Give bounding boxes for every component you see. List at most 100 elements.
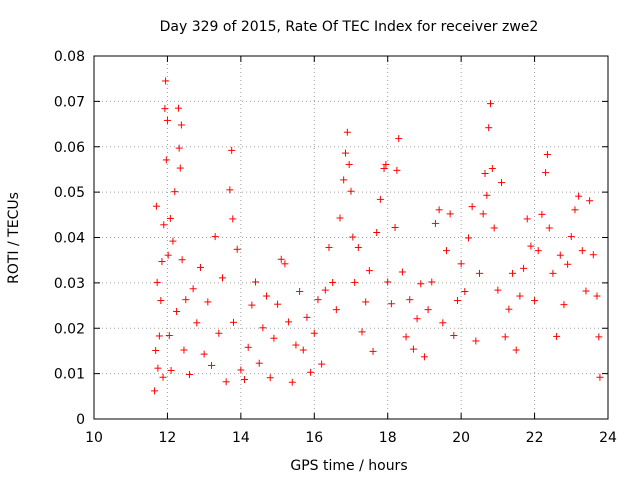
data-point bbox=[354, 243, 362, 251]
data-point bbox=[586, 197, 594, 205]
data-point bbox=[152, 346, 160, 354]
x-tick-label: 10 bbox=[85, 430, 103, 446]
x-tick-label: 14 bbox=[232, 430, 250, 446]
data-point bbox=[380, 165, 388, 173]
data-point bbox=[347, 187, 355, 195]
data-point bbox=[483, 191, 491, 199]
data-point bbox=[369, 347, 377, 355]
y-axis-label: ROTI / TECUs bbox=[6, 192, 22, 284]
x-tick-label: 20 bbox=[452, 430, 470, 446]
data-point bbox=[255, 359, 263, 367]
data-point bbox=[219, 274, 226, 282]
data-point bbox=[534, 247, 542, 255]
data-point bbox=[393, 166, 401, 174]
data-point bbox=[318, 360, 326, 368]
data-point bbox=[376, 195, 384, 203]
data-point bbox=[453, 297, 461, 305]
x-tick-label: 12 bbox=[159, 430, 177, 446]
x-axis-label: GPS time / hours bbox=[290, 458, 407, 474]
data-point bbox=[252, 278, 260, 286]
data-point bbox=[185, 371, 193, 379]
data-point bbox=[435, 206, 443, 214]
chart-title: Day 329 of 2015, Rate Of TEC Index for r… bbox=[160, 19, 539, 35]
data-point bbox=[175, 144, 183, 152]
data-point bbox=[296, 287, 304, 295]
data-point bbox=[402, 333, 410, 341]
data-point bbox=[560, 301, 568, 309]
data-point bbox=[193, 319, 201, 327]
data-point bbox=[215, 329, 223, 337]
y-tick-label: 0.05 bbox=[54, 185, 85, 201]
data-point bbox=[321, 286, 329, 294]
data-point bbox=[189, 285, 197, 293]
y-tick-label: 0.08 bbox=[54, 49, 85, 65]
data-point bbox=[464, 234, 472, 242]
data-point bbox=[593, 292, 601, 300]
data-point bbox=[152, 202, 160, 210]
data-point bbox=[488, 165, 496, 173]
data-point bbox=[476, 269, 483, 277]
data-point bbox=[479, 210, 487, 218]
data-point bbox=[178, 256, 186, 264]
y-tick-label: 0 bbox=[76, 412, 85, 428]
data-point bbox=[207, 361, 215, 369]
data-point bbox=[564, 260, 572, 268]
data-point bbox=[516, 292, 524, 300]
data-point bbox=[211, 233, 219, 241]
data-point bbox=[549, 269, 557, 277]
data-point bbox=[575, 192, 583, 200]
data-point bbox=[182, 296, 190, 304]
data-point bbox=[299, 346, 307, 354]
data-point bbox=[161, 105, 169, 113]
data-point bbox=[365, 267, 373, 275]
data-point bbox=[431, 219, 439, 227]
data-point bbox=[387, 300, 395, 308]
data-point bbox=[314, 296, 322, 304]
data-point bbox=[173, 307, 181, 315]
data-point bbox=[248, 301, 256, 309]
y-tick-label: 0.02 bbox=[54, 321, 85, 337]
data-point bbox=[391, 224, 399, 232]
data-point bbox=[428, 278, 436, 286]
data-point bbox=[160, 221, 168, 229]
data-point bbox=[398, 268, 406, 276]
x-tick-label: 16 bbox=[305, 430, 323, 446]
data-point bbox=[332, 306, 340, 314]
data-point bbox=[228, 146, 236, 154]
data-point bbox=[155, 332, 163, 340]
data-point bbox=[494, 286, 502, 294]
data-point bbox=[259, 324, 267, 332]
x-tick-label: 22 bbox=[526, 430, 544, 446]
data-point bbox=[362, 298, 370, 306]
data-point bbox=[310, 329, 318, 337]
data-point bbox=[498, 179, 506, 187]
data-point bbox=[472, 337, 480, 345]
data-point bbox=[200, 350, 208, 358]
data-point bbox=[589, 251, 597, 259]
data-point bbox=[233, 245, 241, 253]
data-point bbox=[523, 215, 531, 223]
data-point bbox=[373, 229, 381, 237]
data-point bbox=[325, 243, 333, 251]
data-point bbox=[341, 149, 349, 157]
data-point bbox=[406, 296, 414, 304]
data-point bbox=[490, 224, 498, 232]
data-point bbox=[196, 263, 204, 271]
data-point bbox=[382, 160, 390, 168]
y-tick-label: 0.03 bbox=[54, 276, 85, 292]
data-point bbox=[420, 353, 428, 361]
data-point bbox=[543, 150, 551, 158]
data-point bbox=[266, 374, 274, 382]
data-point bbox=[336, 214, 344, 222]
data-point bbox=[512, 346, 520, 354]
data-point bbox=[442, 247, 450, 255]
data-point bbox=[329, 278, 337, 286]
data-point bbox=[222, 378, 230, 386]
data-point bbox=[446, 210, 454, 218]
data-point bbox=[281, 260, 289, 268]
data-point bbox=[307, 368, 315, 376]
data-point bbox=[409, 345, 417, 353]
data-point bbox=[171, 188, 179, 196]
data-point bbox=[457, 260, 465, 268]
data-point bbox=[164, 251, 172, 259]
